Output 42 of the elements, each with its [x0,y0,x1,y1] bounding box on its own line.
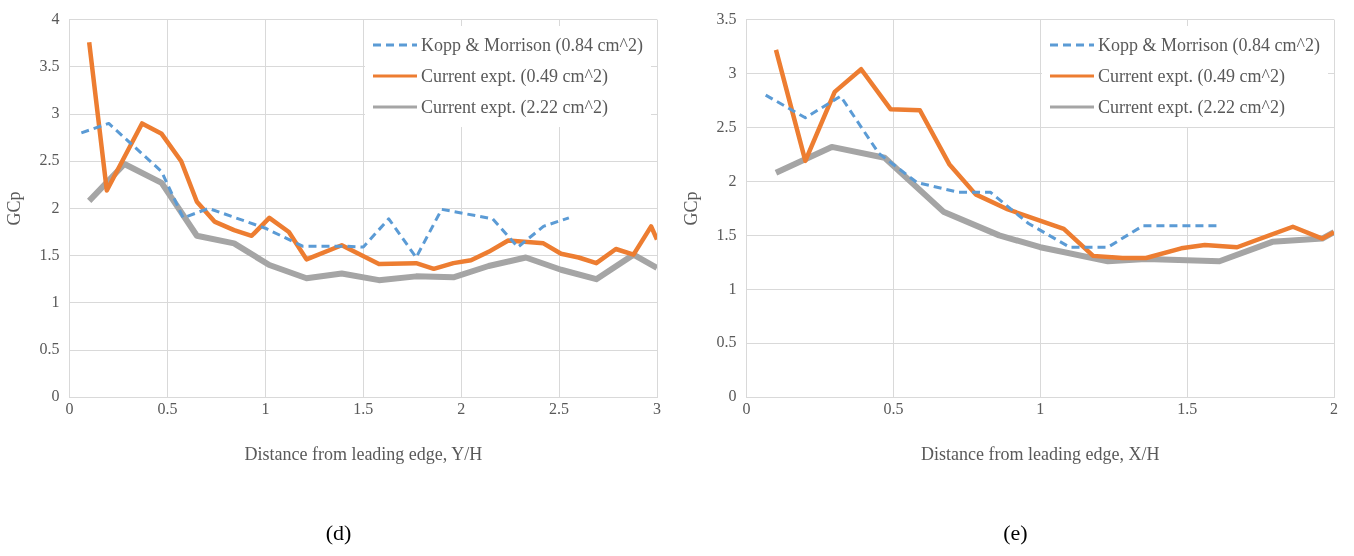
y-tick-label: 3.5 [716,9,737,27]
y-axis-title: GCp [3,191,24,226]
y-tick-label: 2.5 [716,117,737,135]
y-tick-label: 1.5 [716,225,737,243]
y-tick-label: 0.5 [39,340,60,358]
x-tick-label: 1.5 [1177,400,1198,417]
x-axis-title: Distance from leading edge, X/H [921,443,1160,464]
y-tick-label: 3 [51,104,60,122]
line-series [79,121,571,259]
x-tick-label: 2.5 [549,400,570,417]
legend-label: Kopp & Morrison (0.84 cm^2) [421,34,643,56]
y-tick-label: 0 [728,387,737,405]
x-tick-label: 1 [261,400,270,417]
y-axis-title: GCp [680,191,701,226]
x-tick-label: 1 [1036,400,1045,417]
x-tick-label: 0.5 [157,400,178,417]
y-tick-label: 0 [51,387,60,405]
y-tick-label: 4 [51,9,60,27]
x-tick-label: 0 [742,400,751,417]
x-tick-label: 2 [1330,400,1338,417]
text: (e) [1002,520,1029,546]
x-tick-label: 1.5 [353,400,374,417]
legend-label: Current expt. (0.49 cm^2) [1098,65,1285,87]
legend-label: Current expt. (2.22 cm^2) [421,96,608,118]
x-tick-label: 0.5 [883,400,904,417]
x-axis-title: Distance from leading edge, Y/H [244,443,483,464]
legend-label: Current expt. (2.22 cm^2) [1098,96,1285,118]
y-tick-label: 2 [51,198,60,216]
y-tick-label: 1 [51,293,60,310]
y-tick-label: 3.5 [39,57,60,74]
y-tick-label: 3 [728,63,737,81]
y-tick-label: 0.5 [716,333,737,351]
x-tick-label: 2 [457,400,466,417]
legend-label: Current expt. (0.49 cm^2) [421,65,608,87]
y-tick-label: 1 [728,279,737,297]
legend-label: Kopp & Morrison (0.84 cm^2) [1098,34,1320,56]
x-tick-label: 3 [653,400,661,417]
y-tick-label: 1.5 [39,245,60,263]
text: (d) [324,520,353,546]
y-tick-label: 2 [728,171,737,189]
x-tick-label: 0 [65,400,74,417]
y-tick-label: 2.5 [39,151,60,169]
